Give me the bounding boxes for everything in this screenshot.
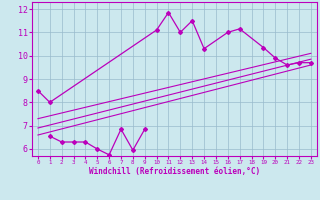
X-axis label: Windchill (Refroidissement éolien,°C): Windchill (Refroidissement éolien,°C) — [89, 167, 260, 176]
